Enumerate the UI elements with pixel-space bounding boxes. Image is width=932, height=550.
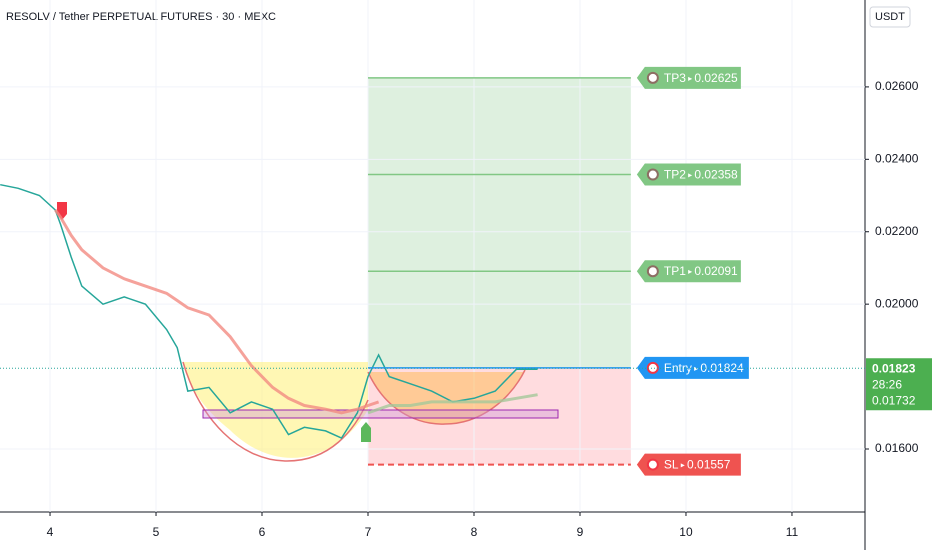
level-name: TP2 bbox=[664, 168, 686, 182]
y-tick-label: 0.02400 bbox=[875, 151, 919, 165]
level-label-box bbox=[636, 66, 741, 89]
y-tick-label: 0.01600 bbox=[875, 441, 919, 455]
y-tick-label: 0.02600 bbox=[875, 79, 919, 93]
y-tick-label: 0.02200 bbox=[875, 224, 919, 238]
level-name: TP3 bbox=[664, 71, 686, 85]
currency[interactable]: USDT bbox=[875, 11, 905, 23]
level-label-box bbox=[636, 356, 749, 379]
level-value: 0.02625 bbox=[694, 71, 738, 85]
x-tick-label: 4 bbox=[47, 525, 54, 539]
x-tick-label: 6 bbox=[259, 525, 266, 539]
level-arrow: ▸ bbox=[686, 171, 694, 180]
x-tick-label: 11 bbox=[786, 525, 799, 539]
level-value: 0.02091 bbox=[694, 264, 738, 278]
price-line bbox=[0, 183, 538, 440]
level-label: TP1 ▸ 0.02091 bbox=[664, 264, 738, 278]
y-tick-label: 0.02000 bbox=[875, 296, 919, 310]
price-box bbox=[866, 358, 932, 411]
level-label: TP3 ▸ 0.02625 bbox=[664, 71, 738, 85]
buy-flag bbox=[361, 422, 371, 442]
level-name: TP1 bbox=[664, 264, 686, 278]
level-label-box bbox=[636, 453, 741, 476]
level-icon bbox=[646, 71, 659, 84]
level-label: TP2 ▸ 0.02358 bbox=[664, 168, 738, 182]
level-value: 0.01824 bbox=[700, 361, 744, 375]
level-name: SL bbox=[664, 458, 679, 472]
level-label: Entry ▸ 0.01824 bbox=[664, 361, 744, 375]
level-label: SL ▸ 0.01557 bbox=[664, 458, 731, 472]
level-icon bbox=[646, 265, 659, 278]
level-arrow: ▸ bbox=[686, 74, 694, 83]
x-tick-label: 7 bbox=[365, 525, 372, 539]
last-price: 0.01823 bbox=[872, 361, 916, 375]
x-tick-label: 9 bbox=[577, 525, 584, 539]
level-name: Entry bbox=[664, 361, 692, 375]
secondary-price: 0.01732 bbox=[872, 393, 916, 407]
zone-rectangle bbox=[202, 409, 559, 419]
level-icon bbox=[646, 168, 659, 181]
level-label-box bbox=[636, 260, 741, 283]
cup-curve bbox=[182, 361, 369, 462]
level-value: 0.01557 bbox=[687, 458, 731, 472]
level-icon bbox=[646, 361, 659, 374]
moving-average bbox=[367, 393, 538, 415]
countdown: 28:26 bbox=[872, 377, 902, 391]
x-tick-label: 10 bbox=[679, 525, 693, 539]
profit-zone bbox=[368, 77, 631, 368]
level-label-box bbox=[636, 163, 741, 186]
level-icon bbox=[646, 458, 659, 471]
chart-title: RESOLV / Tether PERPETUAL FUTURES · 30 ·… bbox=[6, 11, 276, 23]
moving-average bbox=[54, 209, 380, 415]
handle-shape bbox=[368, 370, 525, 425]
x-tick-label: 5 bbox=[153, 525, 160, 539]
level-value: 0.02358 bbox=[694, 168, 738, 182]
x-tick-label: 8 bbox=[471, 525, 478, 539]
currency-box[interactable] bbox=[869, 6, 911, 28]
level-arrow: ▸ bbox=[679, 461, 687, 470]
level-arrow: ▸ bbox=[686, 267, 694, 276]
